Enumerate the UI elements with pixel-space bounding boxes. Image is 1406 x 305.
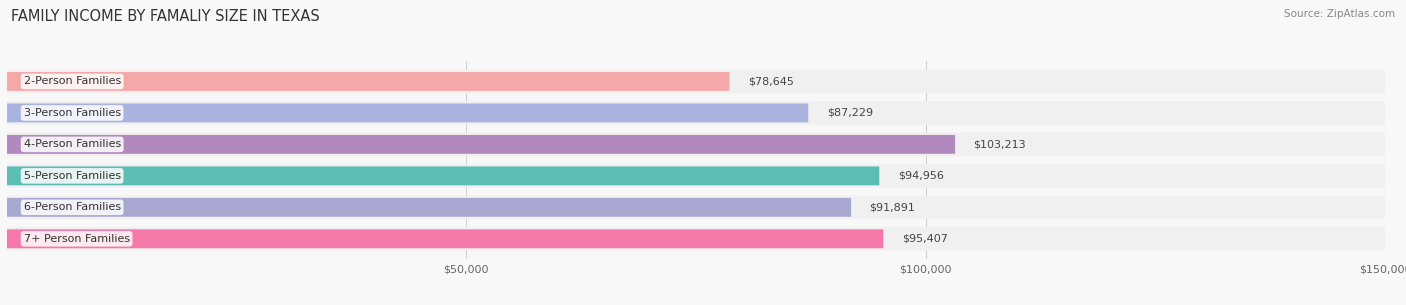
FancyBboxPatch shape <box>7 196 1385 219</box>
Text: $103,213: $103,213 <box>973 139 1026 149</box>
FancyBboxPatch shape <box>7 133 1385 156</box>
FancyBboxPatch shape <box>7 101 1385 125</box>
FancyBboxPatch shape <box>7 70 1385 93</box>
Text: Source: ZipAtlas.com: Source: ZipAtlas.com <box>1284 9 1395 19</box>
Text: 6-Person Families: 6-Person Families <box>24 202 121 212</box>
Text: FAMILY INCOME BY FAMALIY SIZE IN TEXAS: FAMILY INCOME BY FAMALIY SIZE IN TEXAS <box>11 9 321 24</box>
FancyBboxPatch shape <box>7 229 883 248</box>
Text: $95,407: $95,407 <box>901 234 948 244</box>
FancyBboxPatch shape <box>7 103 808 122</box>
Text: 7+ Person Families: 7+ Person Families <box>24 234 129 244</box>
Text: $78,645: $78,645 <box>748 77 794 86</box>
FancyBboxPatch shape <box>7 135 955 154</box>
Text: 2-Person Families: 2-Person Families <box>24 77 121 86</box>
Text: $94,956: $94,956 <box>897 171 943 181</box>
FancyBboxPatch shape <box>7 164 1385 188</box>
FancyBboxPatch shape <box>7 227 1385 251</box>
FancyBboxPatch shape <box>7 198 851 217</box>
Text: $91,891: $91,891 <box>869 202 915 212</box>
Text: 5-Person Families: 5-Person Families <box>24 171 121 181</box>
FancyBboxPatch shape <box>7 167 879 185</box>
Text: $87,229: $87,229 <box>827 108 873 118</box>
FancyBboxPatch shape <box>7 72 730 91</box>
Text: 3-Person Families: 3-Person Families <box>24 108 121 118</box>
Text: 4-Person Families: 4-Person Families <box>24 139 121 149</box>
